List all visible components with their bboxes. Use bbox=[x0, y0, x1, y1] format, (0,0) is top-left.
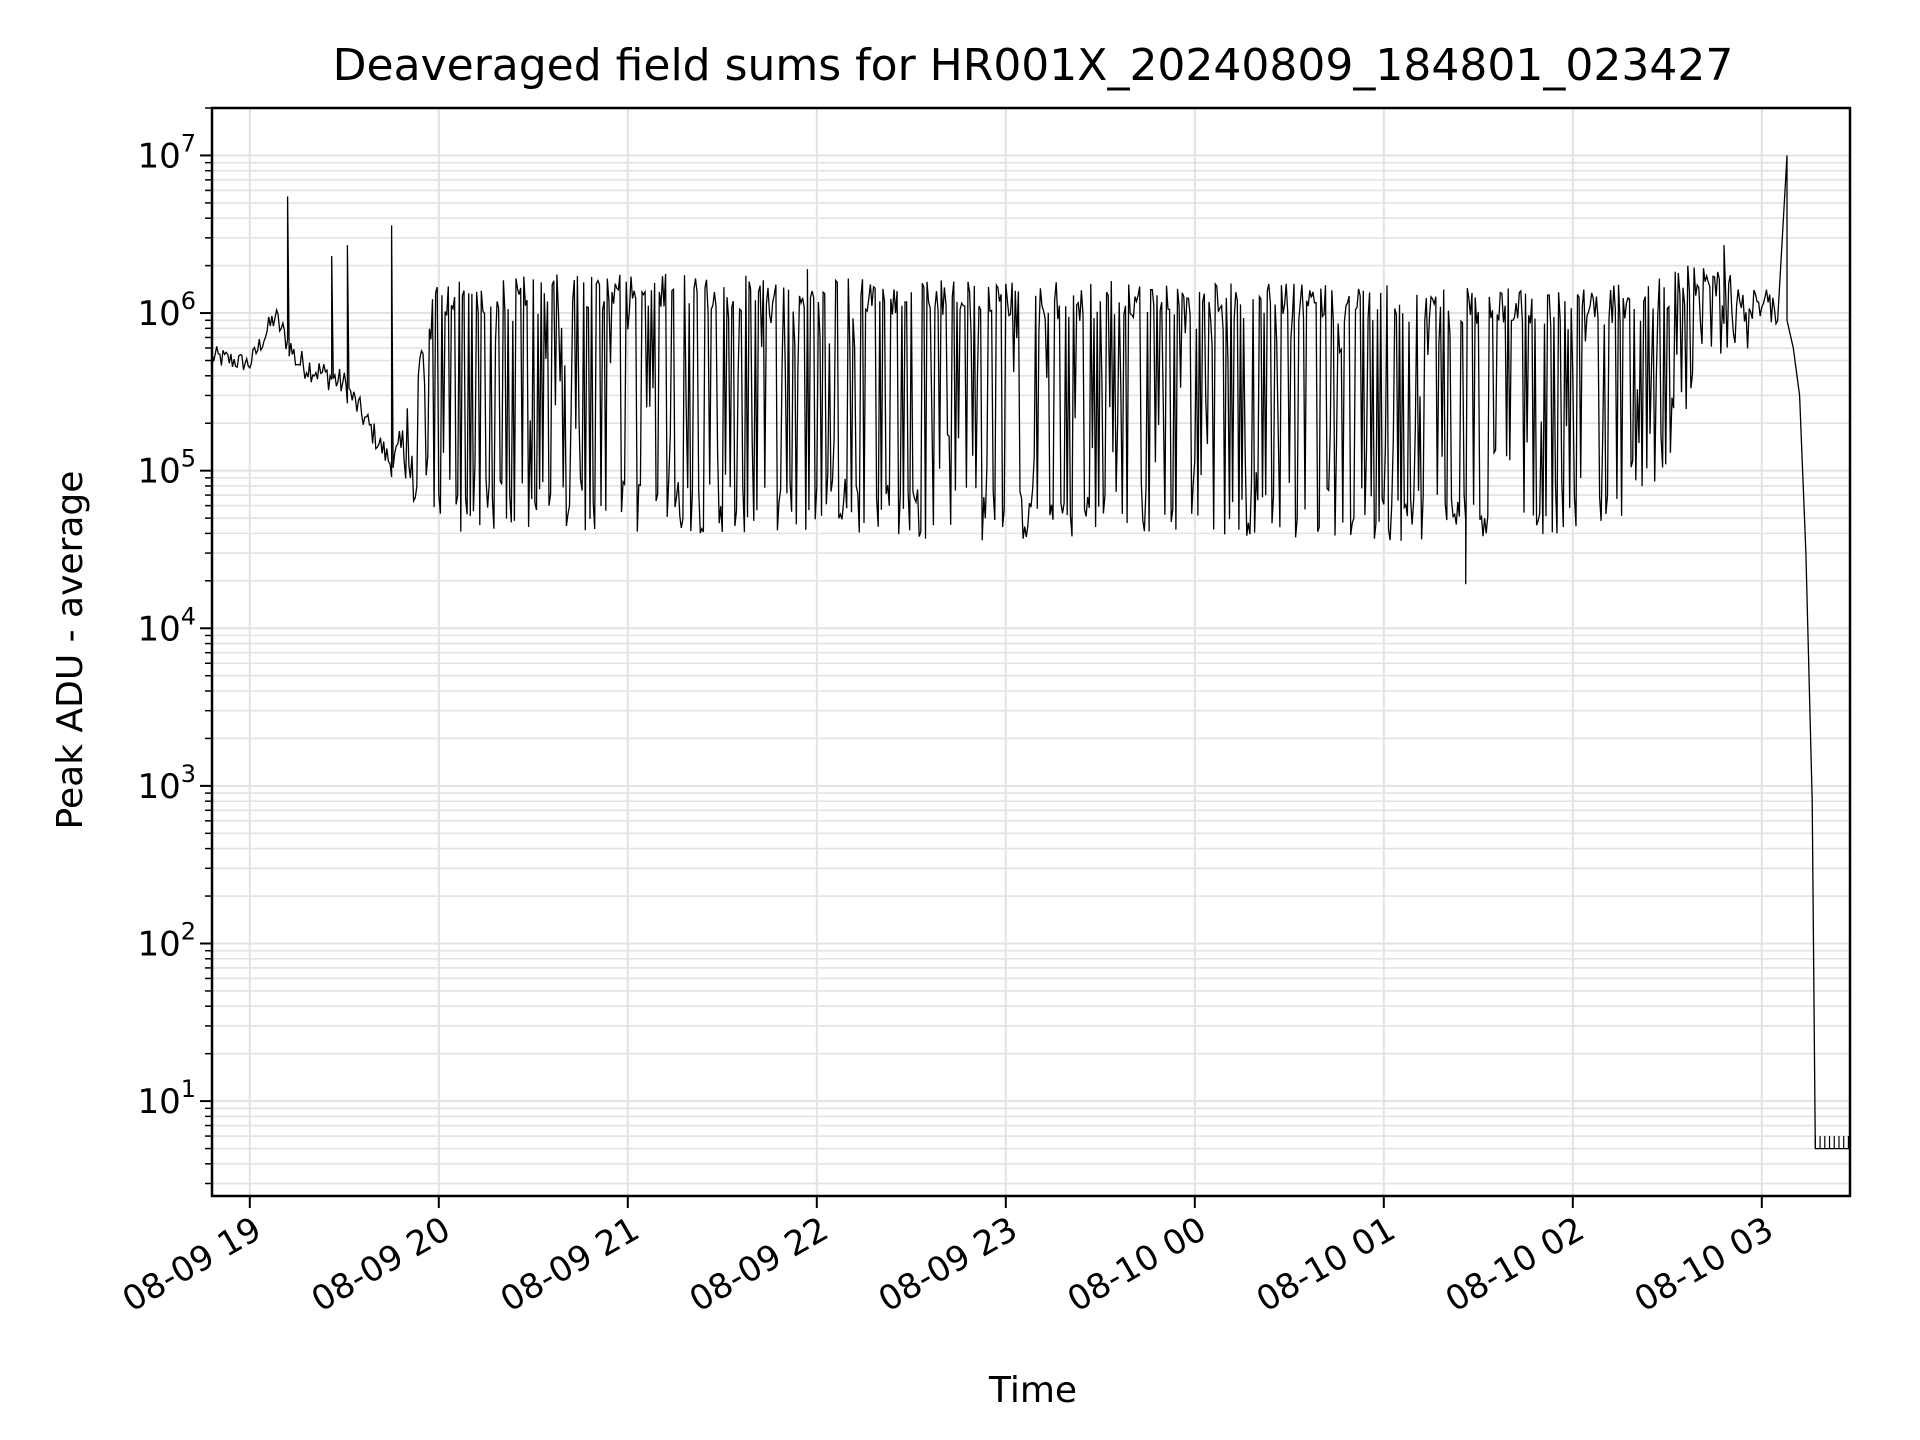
x-tick-label: 08-09 20 bbox=[305, 1209, 457, 1320]
x-tick-label: 08-09 23 bbox=[872, 1209, 1024, 1320]
x-tick-label: 08-10 01 bbox=[1250, 1209, 1402, 1320]
x-tick-label: 08-09 21 bbox=[494, 1209, 646, 1320]
tick-layer: 101 102 103 104 105 106 107 08-09 19 08-09 20 08-… bbox=[116, 107, 1780, 1320]
x-tick-label: 08-10 02 bbox=[1439, 1209, 1591, 1320]
y-tick-label: 106 bbox=[137, 287, 196, 334]
y-tick-label: 102 bbox=[137, 917, 196, 964]
y-axis-title: Peak ADU - average bbox=[50, 471, 91, 830]
series-line bbox=[211, 155, 1850, 1150]
x-tick-label: 08-09 22 bbox=[683, 1209, 835, 1320]
data-layer bbox=[211, 155, 1850, 1150]
chart-title: Deaveraged field sums for HR001X_2024080… bbox=[333, 40, 1734, 91]
y-tick-label: 104 bbox=[137, 602, 196, 649]
x-axis-title: Time bbox=[988, 1370, 1077, 1411]
y-tick-label: 107 bbox=[137, 129, 196, 176]
y-tick-label: 105 bbox=[137, 445, 196, 492]
grid-layer bbox=[212, 107, 1850, 1196]
y-tick-label: 103 bbox=[137, 760, 196, 807]
y-tick-label: 101 bbox=[137, 1075, 196, 1122]
x-tick-label: 08-10 00 bbox=[1061, 1209, 1213, 1320]
x-tick-label: 08-09 19 bbox=[116, 1209, 268, 1320]
x-tick-label: 08-10 03 bbox=[1628, 1209, 1780, 1320]
